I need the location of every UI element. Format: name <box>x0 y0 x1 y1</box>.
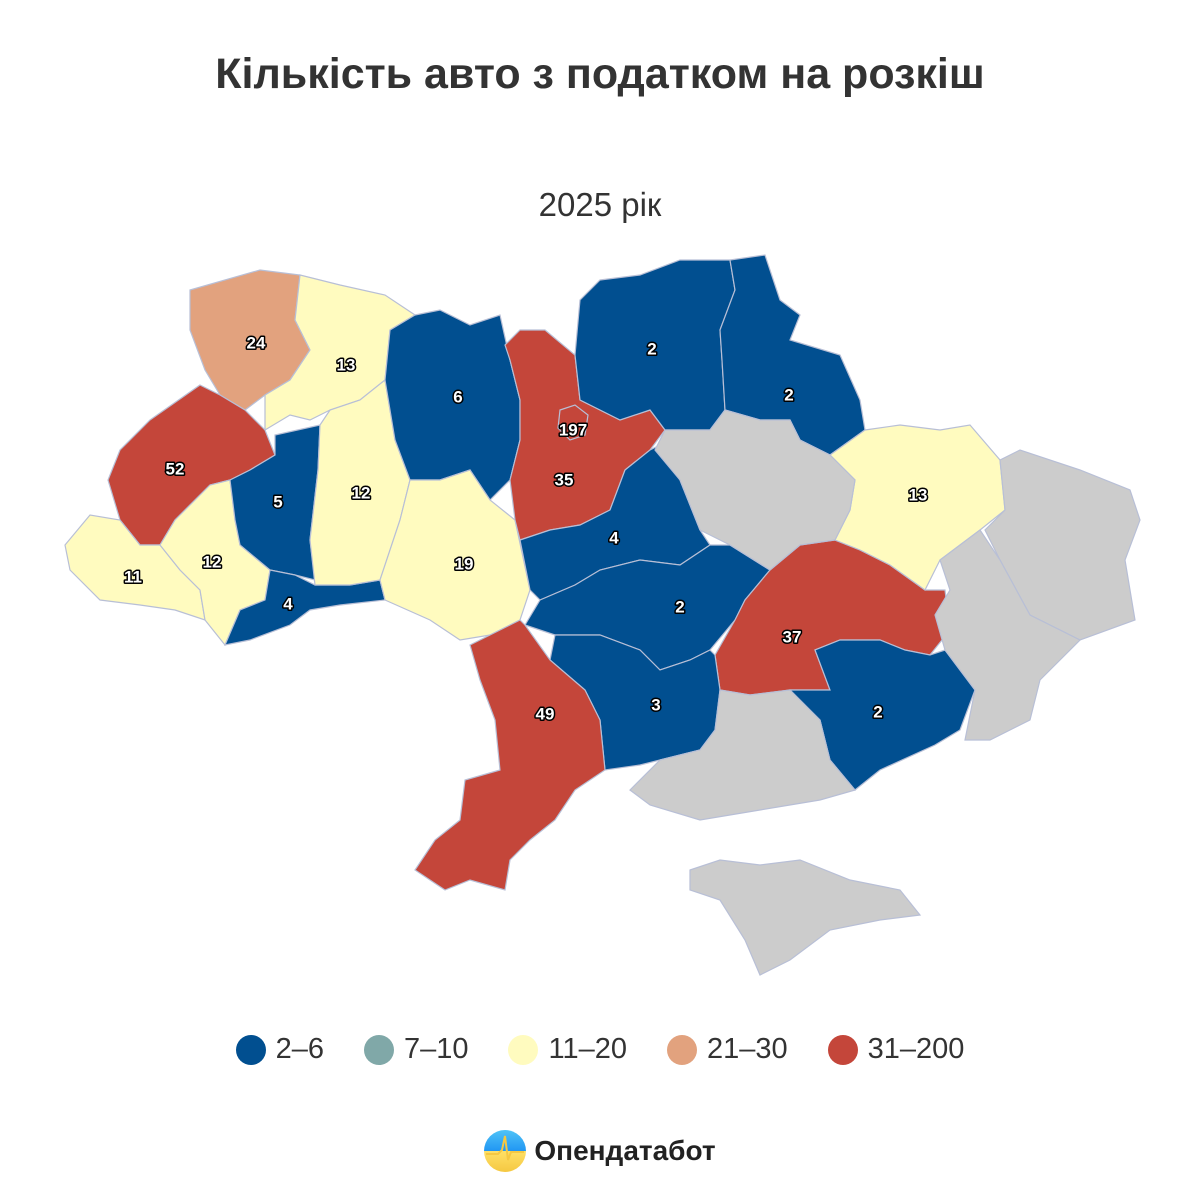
region-value-label: 4 <box>283 594 293 613</box>
region-no-data <box>689 859 922 976</box>
legend-item: 31–200 <box>827 1033 965 1066</box>
legend-item: 7–10 <box>363 1033 469 1066</box>
logo-icon <box>484 1130 527 1172</box>
legend-item: 11–20 <box>508 1033 627 1066</box>
legend-swatch <box>666 1034 697 1065</box>
legend: 2–6 7–10 11–20 21–30 31–200 <box>0 1033 1200 1066</box>
legend-label: 21–30 <box>706 1033 788 1065</box>
map-subtitle: 2025 рік <box>538 186 662 223</box>
region-value-label: 2 <box>675 597 684 616</box>
region-value-label: 2 <box>873 702 882 721</box>
brand-logo: Опендатабот <box>0 1130 1200 1172</box>
region-value-label: 13 <box>909 485 928 504</box>
region-value-label: 197 <box>559 420 587 439</box>
region <box>414 619 606 891</box>
region-value-label: 35 <box>555 470 574 489</box>
region-value-label: 11 <box>124 567 142 586</box>
region-value-label: 19 <box>455 554 474 573</box>
region-value-label: 3 <box>651 695 660 714</box>
map-title: Кількість авто з податком на розкіш <box>215 50 985 98</box>
region-value-label: 49 <box>536 704 555 723</box>
region-value-label: 12 <box>352 483 371 502</box>
legend-label: 11–20 <box>548 1033 627 1065</box>
legend-label: 2–6 <box>275 1033 324 1065</box>
legend-label: 7–10 <box>403 1033 469 1065</box>
region-value-label: 13 <box>337 355 356 374</box>
region-no-data <box>984 449 1141 641</box>
legend-item: 2–6 <box>235 1033 324 1066</box>
legend-swatch <box>235 1034 266 1065</box>
region-value-label: 37 <box>783 627 802 646</box>
region-value-label: 12 <box>203 552 222 571</box>
region-value-label: 6 <box>453 387 462 406</box>
region-value-label: 5 <box>273 492 282 511</box>
legend-item: 21–30 <box>666 1033 788 1066</box>
region <box>264 274 417 432</box>
region <box>557 404 589 441</box>
legend-swatch <box>508 1034 539 1065</box>
region-no-data <box>654 409 856 571</box>
brand-name: Опендатабот <box>534 1135 716 1166</box>
legend-label: 31–200 <box>867 1033 965 1065</box>
region-no-data <box>629 689 857 821</box>
region-value-label: 4 <box>609 528 619 547</box>
region-value-label: 2 <box>784 385 793 404</box>
region-no-data <box>934 529 1082 741</box>
legend-swatch <box>827 1034 858 1065</box>
region-value-label: 52 <box>166 459 185 478</box>
legend-swatch <box>363 1034 394 1065</box>
region-value-label: 24 <box>247 333 266 352</box>
region-value-label: 2 <box>647 339 656 358</box>
